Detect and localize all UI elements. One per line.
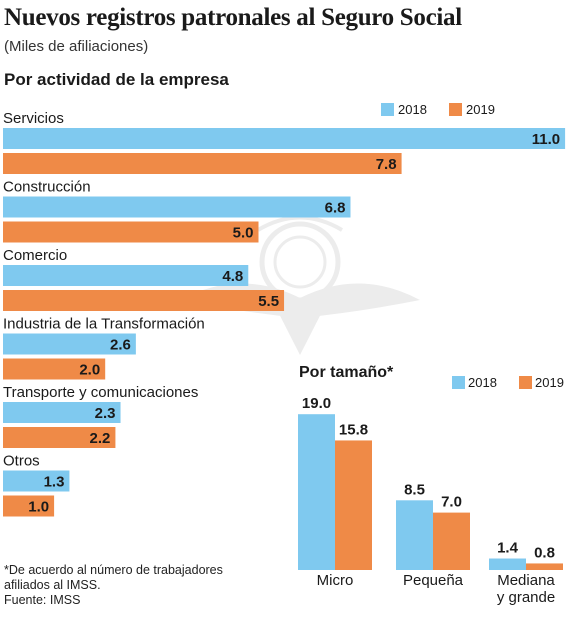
bar-otros-2019: [3, 495, 55, 517]
bar-servicios-2018: [3, 128, 566, 149]
legend-label-2019: 2019: [466, 102, 495, 117]
legend-label-2018: 2018: [398, 102, 427, 117]
value-label-servicios-2019: 7.8: [376, 156, 397, 173]
size-category-label-micro: Micro: [317, 572, 354, 589]
category-label-servicios: Servicios: [3, 110, 64, 127]
value-label-transporte-y-comunicaciones-2019: 2.2: [90, 430, 111, 447]
legend-swatch-2019: [449, 103, 462, 116]
bar-size-pequena-2018: [396, 500, 433, 570]
value-label-size-micro-2018: 19.0: [302, 395, 331, 412]
category-label-construccion: Construcción: [3, 179, 91, 196]
bar-industria-de-la-transformacion-2019: [3, 358, 106, 380]
bar-comercio-2019: [3, 290, 285, 311]
value-label-comercio-2019: 5.5: [258, 293, 279, 310]
bar-transporte-y-comunicaciones-2019: [3, 427, 116, 448]
size-category-label-y-grande: y grande: [497, 589, 555, 606]
footnote-text-cont: afiliados al IMSS.: [4, 578, 101, 592]
value-label-size-pequena-2019: 7.0: [441, 494, 462, 511]
category-label-transporte-y-comunicaciones: Transporte y comunicaciones: [3, 384, 198, 401]
value-label-otros-2018: 1.3: [44, 474, 65, 491]
size-category-label-pequena: Pequeña: [403, 572, 464, 589]
bar-size-mediana-y-grande-2019: [526, 563, 563, 570]
size-section-title: Por tamaño*: [299, 364, 394, 381]
activity-section-title: Por actividad de la empresa: [4, 70, 229, 89]
chart-subtitle: (Miles de afiliaciones): [4, 38, 149, 55]
bar-transporte-y-comunicaciones-2018: [3, 402, 121, 423]
bar-construccion-2019: [3, 221, 259, 243]
bar-construccion-2018: [3, 196, 351, 218]
category-label-industria-de-la-transformacion: Industria de la Transformación: [3, 316, 205, 333]
chart-title: Nuevos registros patronales al Seguro So…: [4, 4, 462, 31]
source-text: Fuente: IMSS: [4, 593, 81, 607]
size-legend-swatch-2018: [452, 376, 465, 389]
bar-comercio-2018: [3, 265, 249, 286]
value-label-size-mediana-y-grande-2018: 1.4: [497, 540, 519, 557]
bar-servicios-2019: [3, 153, 402, 174]
value-label-construccion-2018: 6.8: [325, 200, 346, 217]
category-label-otros: Otros: [3, 453, 40, 470]
bar-size-micro-2018: [298, 414, 335, 570]
value-label-industria-de-la-transformacion-2018: 2.6: [110, 337, 131, 354]
value-label-transporte-y-comunicaciones-2018: 2.3: [95, 405, 116, 422]
value-label-comercio-2018: 4.8: [222, 268, 243, 285]
size-category-label-mediana: Mediana: [497, 572, 555, 589]
value-label-size-pequena-2018: 8.5: [404, 481, 425, 498]
footnote-text: *De acuerdo al número de trabajadores: [4, 563, 223, 577]
category-label-comercio: Comercio: [3, 247, 67, 264]
legend-swatch-2018: [381, 103, 394, 116]
size-legend-swatch-2019: [519, 376, 532, 389]
bar-industria-de-la-transformacion-2018: [3, 333, 136, 355]
bar-size-micro-2019: [335, 440, 372, 570]
bar-otros-2018: [3, 470, 70, 492]
size-legend-label-2018: 2018: [468, 375, 497, 390]
value-label-industria-de-la-transformacion-2019: 2.0: [79, 362, 100, 379]
size-legend-label-2019: 2019: [535, 375, 564, 390]
value-label-construccion-2019: 5.0: [233, 225, 254, 242]
value-label-size-mediana-y-grande-2019: 0.8: [534, 544, 555, 561]
value-label-size-micro-2019: 15.8: [339, 421, 368, 438]
bar-size-pequena-2019: [433, 512, 470, 570]
value-label-servicios-2018: 11.0: [532, 131, 560, 148]
bar-size-mediana-y-grande-2018: [489, 558, 526, 570]
value-label-otros-2019: 1.0: [28, 499, 49, 516]
